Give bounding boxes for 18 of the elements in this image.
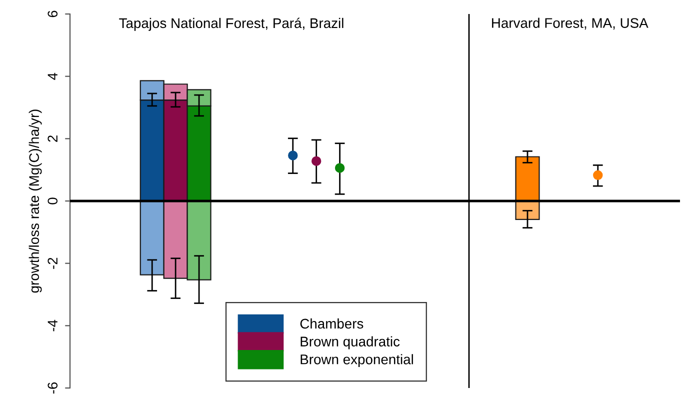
y-tick-label: 0 (48, 198, 58, 204)
y-tick-label: 4 (48, 72, 58, 80)
legend-label: Chambers (300, 318, 364, 329)
legend-label: Brown quadratic (300, 336, 400, 350)
point (288, 150, 298, 160)
bar (515, 156, 540, 202)
y-axis-title: growth/loss rate (Mg(C)/ha/yr) (28, 110, 42, 293)
legend-label: Brown exponential (300, 354, 413, 368)
chart-title: Tapajos National Forest, Pará, Brazil (119, 18, 344, 31)
y-tick-label: -6 (48, 382, 58, 394)
annotation: Harvard Forest, MA, USA (492, 18, 648, 30)
point (311, 156, 322, 166)
point (593, 170, 603, 180)
y-tick-label: 6 (48, 10, 58, 18)
y-tick-label: -4 (48, 320, 58, 332)
y-tick-label: -2 (48, 258, 58, 269)
point (334, 163, 345, 173)
y-tick-label: 2 (48, 136, 58, 142)
